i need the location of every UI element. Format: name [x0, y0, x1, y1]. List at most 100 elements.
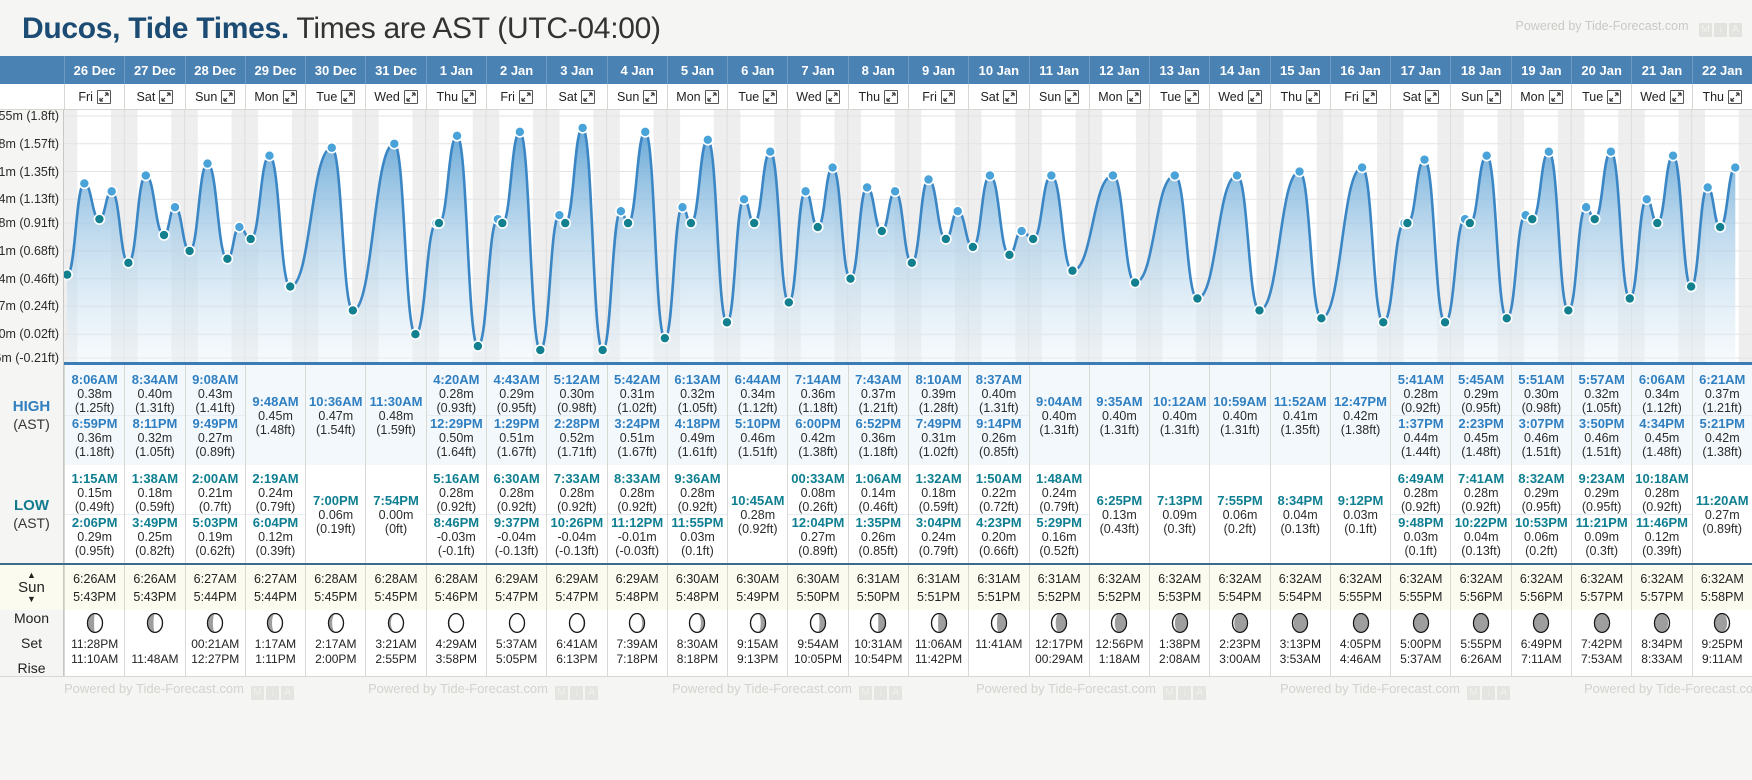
- weekday-header-cell[interactable]: Sun: [606, 84, 667, 109]
- tide-time: 5:21PM: [1699, 415, 1745, 431]
- tide-height-ft: (0.95ft): [1581, 499, 1622, 514]
- expand-icon[interactable]: [341, 89, 356, 104]
- weekday-header-cell[interactable]: Sat: [1390, 84, 1450, 109]
- low-tide-row: LOW (AST) 1:15AM 0.15m (0.49ft) 2:06PM 0.29m…: [0, 465, 1752, 563]
- weekday-header-cell[interactable]: Tue: [1571, 84, 1631, 109]
- expand-icon[interactable]: [1126, 89, 1141, 104]
- tide-height-ft: (0.89ft): [1702, 521, 1743, 536]
- weekday-header-cell[interactable]: Tue: [305, 84, 365, 109]
- expand-icon[interactable]: [221, 89, 236, 104]
- sun-cell: 6:32AM 5:58PM: [1691, 565, 1752, 610]
- tide-entry: 1:15AM 0.15m (0.49ft): [65, 471, 124, 514]
- moonrise-time: 2:08AM: [1159, 652, 1201, 666]
- tide-height-ft: (1.05ft): [1581, 400, 1622, 415]
- tide-height-m: 0.40m: [981, 386, 1017, 401]
- weekday-header-cell[interactable]: Wed: [365, 84, 425, 109]
- moonrise-time: 11:10AM: [71, 652, 119, 666]
- sunrise-time: 6:30AM: [796, 571, 840, 586]
- expand-icon[interactable]: [581, 89, 596, 104]
- weekday-header-cell[interactable]: Sat: [124, 84, 184, 109]
- expand-icon[interactable]: [643, 89, 658, 104]
- expand-icon[interactable]: [1728, 89, 1742, 104]
- weekday-header-cell[interactable]: Mon: [1510, 84, 1571, 109]
- weekday-header-cell[interactable]: Wed: [1209, 84, 1269, 109]
- tide-height-m: 0.28m: [740, 507, 776, 522]
- tide-height-m: 0.24m: [258, 485, 293, 500]
- expand-icon[interactable]: [403, 89, 418, 104]
- tide-height-m: 0.40m: [1041, 408, 1077, 423]
- tide-time: 10:45AM: [731, 492, 785, 508]
- tide-height-ft: (0.79ft): [255, 499, 296, 514]
- expand-icon[interactable]: [282, 89, 297, 104]
- expand-icon[interactable]: [1185, 89, 1200, 104]
- expand-icon[interactable]: [518, 89, 533, 104]
- expand-icon[interactable]: [1425, 89, 1440, 104]
- tide-height-ft: (1.59ft): [376, 422, 416, 437]
- expand-icon[interactable]: [940, 89, 955, 104]
- weekday-header-cell[interactable]: Sat: [546, 84, 606, 109]
- tide-height-m: 0.34m: [1644, 386, 1680, 401]
- weekday-header-cell[interactable]: Sun: [184, 84, 245, 109]
- expand-icon[interactable]: [1306, 89, 1321, 104]
- expand-icon[interactable]: [704, 89, 719, 104]
- expand-icon[interactable]: [462, 89, 477, 104]
- expand-icon[interactable]: [1669, 89, 1684, 104]
- tide-height-m: 0.28m: [1644, 485, 1680, 500]
- expand-icon[interactable]: [1607, 89, 1622, 104]
- high-tide-label-sub: (AST): [13, 415, 50, 432]
- sun-cell: 6:27AM 5:44PM: [244, 565, 306, 610]
- expand-icon[interactable]: [96, 89, 111, 104]
- footer-watermark-badges: M ↓ A: [1161, 683, 1206, 700]
- low-tide-point: [1003, 249, 1016, 261]
- page-title-place: Ducos, Tide Times.: [22, 12, 289, 45]
- moonrise-time: 9:11AM: [1702, 652, 1743, 666]
- high-tide-point: [1605, 145, 1617, 158]
- weekday-header-cell[interactable]: Thu: [1691, 84, 1752, 109]
- weekday-header-cell[interactable]: Tue: [1149, 84, 1209, 109]
- expand-icon[interactable]: [1487, 89, 1502, 104]
- sun-cell: 6:28AM 5:46PM: [425, 565, 486, 610]
- weekday-header-cell[interactable]: Mon: [244, 84, 305, 109]
- weekday-header-cell[interactable]: Fri: [1329, 84, 1390, 109]
- low-tide-cell: 2:19AM 0.24m (0.79ft) 6:04PM 0.12m (0.39ft): [244, 465, 306, 563]
- low-tide-point: [472, 340, 484, 352]
- tide-time: 6:52PM: [855, 415, 902, 431]
- weekday-header-cell[interactable]: Fri: [64, 84, 124, 109]
- low-tide-cell: 7:33AM 0.28m (0.92ft) 10:26PM -0.04m (-0.13ft…: [546, 465, 607, 563]
- expand-icon[interactable]: [1362, 89, 1377, 104]
- moonrise-time: 11:42PM: [915, 652, 963, 666]
- sunrise-time: 6:31AM: [856, 571, 900, 586]
- expand-icon[interactable]: [1003, 89, 1018, 104]
- tide-height-m: 0.34m: [740, 386, 776, 401]
- expand-icon[interactable]: [884, 89, 899, 104]
- expand-icon[interactable]: [763, 89, 778, 104]
- tide-time: 8:34PM: [1277, 492, 1324, 508]
- low-tide-cell: 6:49AM 0.28m (0.92ft) 9:48PM 0.03m (0.1ft): [1390, 465, 1451, 563]
- footer-watermark: Powered by Tide-Forecast.com M↓A: [1280, 681, 1510, 700]
- weekday-header-cell[interactable]: Fri: [907, 84, 968, 109]
- weekday-header-cell[interactable]: Fri: [485, 84, 546, 109]
- tide-height-m: 0.32m: [1584, 386, 1620, 401]
- weekday-header-cell[interactable]: Thu: [1269, 84, 1330, 109]
- expand-icon[interactable]: [159, 89, 174, 104]
- weekday-header-cell[interactable]: Thu: [847, 84, 908, 109]
- tide-entry: 8:32AM 0.29m (0.95ft): [1512, 471, 1571, 514]
- moonset-time: 8:30AM: [676, 637, 719, 651]
- weekday-header-cell[interactable]: Sun: [1028, 84, 1089, 109]
- weekday-header-cell[interactable]: Sun: [1450, 84, 1510, 109]
- weekday-header-cell[interactable]: Tue: [727, 84, 787, 109]
- weekday-header-cell[interactable]: Sat: [968, 84, 1028, 109]
- tide-time: 7:13PM: [1156, 492, 1203, 508]
- expand-icon[interactable]: [1247, 89, 1262, 104]
- footer-watermark-badges: M ↓ A: [249, 683, 294, 700]
- expand-icon[interactable]: [1548, 89, 1563, 104]
- expand-icon[interactable]: [825, 89, 840, 104]
- weekday-header-cell[interactable]: Wed: [1631, 84, 1691, 109]
- moon-phase-icon: [629, 612, 646, 634]
- weekday-header-cell[interactable]: Mon: [666, 84, 727, 109]
- weekday-header-cell[interactable]: Thu: [425, 84, 486, 109]
- weekday-header-cell[interactable]: Wed: [787, 84, 847, 109]
- date-header-cell: 10 Jan: [968, 56, 1028, 84]
- weekday-header-cell[interactable]: Mon: [1088, 84, 1149, 109]
- expand-icon[interactable]: [1065, 89, 1080, 104]
